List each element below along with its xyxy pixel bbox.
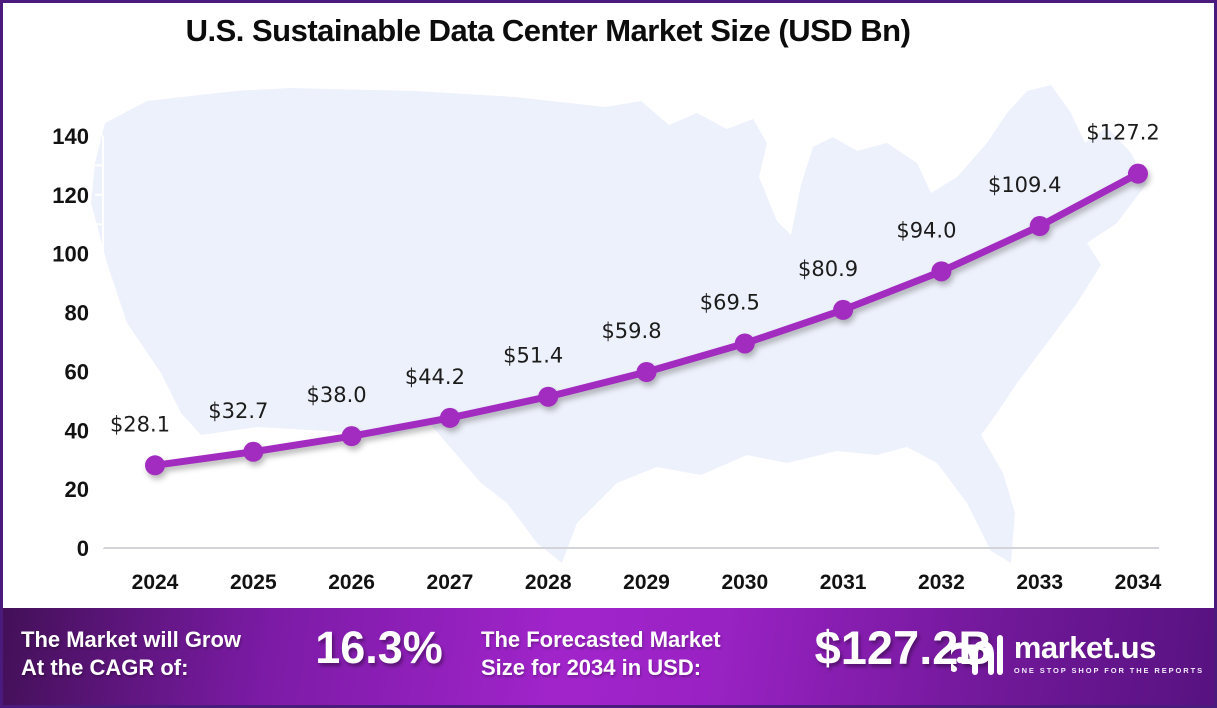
data-label-2026: $38.0 <box>307 383 367 407</box>
data-point-2025 <box>243 441 264 462</box>
y-tick-label-120: 120 <box>52 183 89 208</box>
y-tick-label-20: 20 <box>65 477 89 502</box>
x-tick-label-2029: 2029 <box>623 571 670 594</box>
forecast-label: The Forecasted Market Size for 2034 in U… <box>481 626 721 682</box>
axes-layer: 0 20 40 60 80 100 120 140 2024 2025 2026 2027 2028 20… <box>52 124 1161 594</box>
data-label-2031: $80.9 <box>798 257 858 281</box>
data-point-2030 <box>734 333 755 354</box>
x-tick-label-2026: 2026 <box>328 571 375 594</box>
y-tick-label-60: 60 <box>65 359 89 384</box>
cagr-label: The Market will Grow At the CAGR of: <box>21 626 241 682</box>
y-tick-label-40: 40 <box>65 418 89 443</box>
forecast-label-line1: The Forecasted Market <box>481 627 721 652</box>
data-point-2031 <box>833 299 854 320</box>
data-label-2024: $28.1 <box>110 412 170 436</box>
market-us-logo-icon <box>950 635 1003 675</box>
data-label-2027: $44.2 <box>405 365 465 389</box>
x-tick-label-2030: 2030 <box>721 571 768 594</box>
y-tick-label-80: 80 <box>65 301 89 326</box>
x-tick-label-2025: 2025 <box>230 571 277 594</box>
data-label-2032: $94.0 <box>896 218 956 242</box>
x-tick-label-2034: 2034 <box>1115 571 1162 594</box>
us-map-silhouette <box>91 85 1147 563</box>
y-tick-label-140: 140 <box>52 124 89 149</box>
data-point-2032 <box>931 261 952 282</box>
x-tick-label-2028: 2028 <box>525 571 572 594</box>
x-tick-label-2027: 2027 <box>427 571 474 594</box>
brand-text: market.us ONE STOP SHOP FOR THE REPORTS <box>1014 632 1204 675</box>
brand-tagline: ONE STOP SHOP FOR THE REPORTS <box>1013 665 1204 675</box>
data-label-2033: $109.4 <box>988 173 1061 197</box>
cagr-value: 16.3% <box>315 622 443 673</box>
forecast-label-line2: Size for 2034 in USD: <box>481 655 702 681</box>
cagr-label-line2: At the CAGR of: <box>21 655 189 681</box>
market-size-line-chart: 0 20 40 60 80 100 120 140 2024 2025 2026 2027 2028 20… <box>52 85 1162 594</box>
x-tick-label-2031: 2031 <box>820 571 867 594</box>
data-point-2033 <box>1029 216 1050 237</box>
data-point-2024 <box>145 455 165 476</box>
data-point-2028 <box>538 386 559 407</box>
data-point-2029 <box>636 362 657 383</box>
brand-name: market.us <box>1013 629 1156 665</box>
footer-banner: The Market will Grow At the CAGR of: 16.… <box>3 608 1214 705</box>
data-point-2034 <box>1128 163 1148 184</box>
data-label-2030: $69.5 <box>700 290 760 314</box>
x-tick-label-2032: 2032 <box>918 571 965 594</box>
y-tick-label-100: 100 <box>52 242 89 267</box>
data-label-2025: $32.7 <box>208 399 268 423</box>
chart-title: U.S. Sustainable Data Center Market Size… <box>185 13 911 48</box>
data-label-2028: $51.4 <box>503 344 563 368</box>
y-tick-label-0: 0 <box>77 536 89 561</box>
x-tick-label-2033: 2033 <box>1016 571 1063 594</box>
labels-layer: $28.1 $32.7 $38.0 $44.2 $51.4 $59.8 $69.5 $80.9… <box>110 121 1160 437</box>
brand-logo[interactable]: market.us ONE STOP SHOP FOR THE REPORTS <box>950 630 1204 676</box>
data-point-2026 <box>341 426 362 447</box>
data-point-2027 <box>439 407 460 428</box>
x-tick-label-2024: 2024 <box>132 571 179 594</box>
cagr-label-line1: The Market will Grow <box>21 627 242 652</box>
data-label-2029: $59.8 <box>601 319 661 343</box>
data-label-2034: $127.2 <box>1086 121 1159 145</box>
series-layer <box>145 163 1148 476</box>
